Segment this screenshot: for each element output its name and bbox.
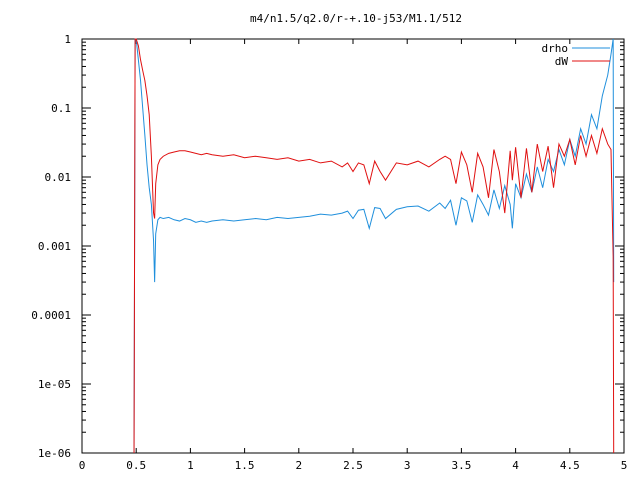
y-tick-label: 0.1 — [51, 102, 71, 115]
y-tick-label: 1 — [64, 33, 71, 46]
x-tick-label: 1 — [187, 459, 194, 472]
x-tick-label: 5 — [621, 459, 628, 472]
y-tick-label: 0.001 — [38, 240, 71, 253]
legend-label-dw: dW — [555, 55, 569, 68]
x-tick-label: 1.5 — [235, 459, 255, 472]
legend-label-drho: drho — [542, 42, 569, 55]
y-tick-label: 1e-06 — [38, 447, 71, 460]
y-tick-label: 1e-05 — [38, 378, 71, 391]
x-tick-label: 3 — [404, 459, 411, 472]
series-lines — [133, 38, 615, 454]
series-line-drho — [133, 38, 615, 454]
plot-frame — [81, 38, 625, 454]
series-line-dw — [133, 38, 615, 454]
x-tick-label: 4 — [512, 459, 519, 472]
x-tick-label: 0.5 — [126, 459, 146, 472]
chart-title: m4/n1.5/q2.0/r-+.10-j53/M1.1/512 — [250, 12, 462, 25]
y-tick-label: 0.01 — [45, 171, 72, 184]
x-tick-label: 2 — [295, 459, 302, 472]
x-tick-label: 2.5 — [343, 459, 363, 472]
legend: drho dW — [542, 42, 610, 68]
x-tick-label: 4.5 — [560, 459, 580, 472]
x-tick-label: 0 — [79, 459, 86, 472]
x-tick-label: 3.5 — [451, 459, 471, 472]
y-tick-label: 0.0001 — [31, 309, 71, 322]
axis-ticks: 0 0.5 1 1.5 2 2.5 3 3.5 4 4.5 5 1e-06 1e-05 0.0001 0.0… — [31, 33, 627, 472]
